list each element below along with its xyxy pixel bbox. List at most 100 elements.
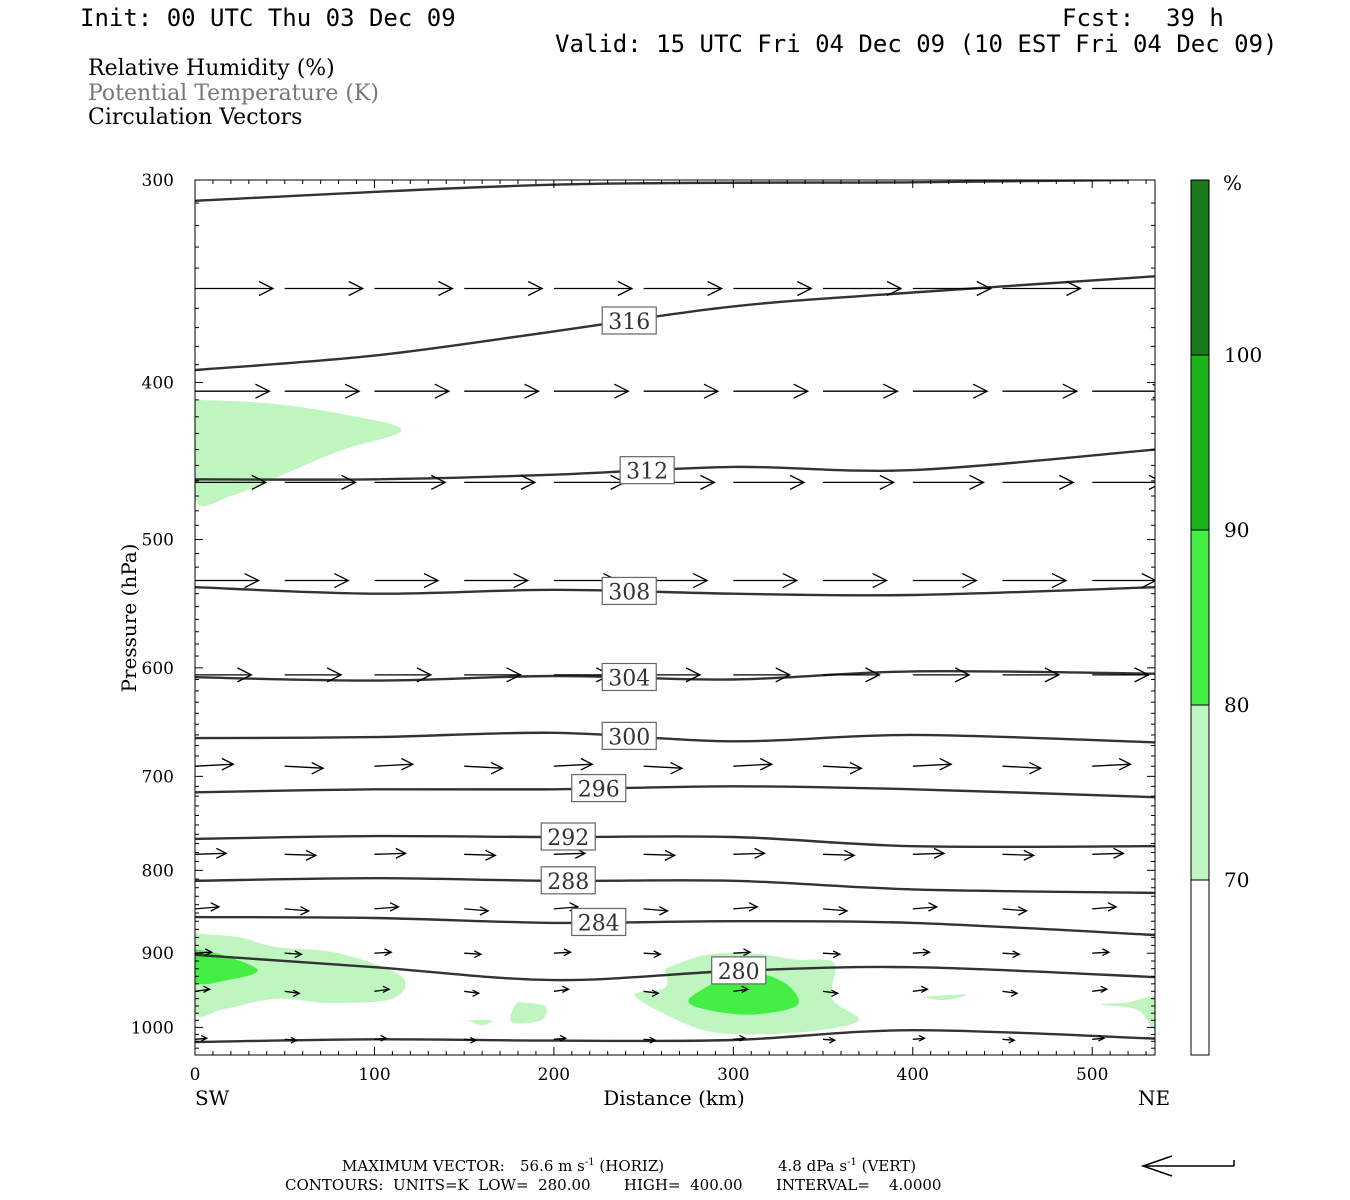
wind-vector xyxy=(912,667,971,683)
wind-vector xyxy=(823,667,881,683)
wind-vector xyxy=(912,572,978,589)
y-tick-label: 1000 xyxy=(131,1018,174,1038)
wind-vector xyxy=(733,572,799,589)
wind-vector xyxy=(912,902,939,912)
wind-vector xyxy=(464,989,481,997)
contour-label-text: 308 xyxy=(608,580,650,605)
ne-label: NE xyxy=(1138,1086,1170,1110)
wind-vector xyxy=(374,847,408,859)
x-tick-label: 400 xyxy=(897,1065,929,1085)
contour-label-text: 304 xyxy=(608,666,650,691)
wind-vector xyxy=(553,948,573,957)
colorbar-unit: % xyxy=(1223,171,1242,195)
colorbar-segment xyxy=(1190,354,1210,531)
wind-vector xyxy=(1092,948,1111,957)
wind-vector xyxy=(733,474,806,490)
wind-vector xyxy=(822,849,856,861)
wind-vector xyxy=(374,757,415,771)
wind-vector xyxy=(284,572,350,589)
contour-label-288: 288 xyxy=(540,866,596,895)
wind-vector xyxy=(464,280,544,297)
wind-vector xyxy=(1002,474,1075,490)
y-tick-label: 800 xyxy=(142,861,174,881)
y-tick-label: 500 xyxy=(142,531,174,551)
wind-vector xyxy=(822,906,849,916)
wind-vector xyxy=(733,847,766,859)
x-tick-label: 0 xyxy=(190,1065,201,1085)
y-tick-label: 900 xyxy=(142,944,174,964)
wind-vector xyxy=(1092,1034,1106,1042)
wind-vector xyxy=(643,849,677,861)
wind-vector xyxy=(643,383,720,399)
forecast-hours: 39 h xyxy=(1166,4,1224,32)
wind-vector xyxy=(1002,849,1036,861)
wind-vector xyxy=(733,280,813,297)
wind-vector xyxy=(643,950,662,959)
contour-label-text: 300 xyxy=(608,725,650,750)
theta-contour-276 xyxy=(195,1028,1155,1044)
wind-vector xyxy=(912,280,993,297)
wind-vector xyxy=(284,950,303,959)
wind-vector xyxy=(1002,572,1068,589)
wind-vector xyxy=(284,906,311,916)
wind-vector xyxy=(733,383,810,399)
wind-vector xyxy=(823,280,903,297)
y-tick-label: 600 xyxy=(142,659,174,679)
wind-vector xyxy=(464,383,541,399)
wind-vector xyxy=(553,757,594,771)
contour-label-316: 316 xyxy=(601,306,657,335)
y-tick-label: 400 xyxy=(142,373,174,393)
wind-vector xyxy=(733,667,792,683)
wind-vector xyxy=(912,1034,926,1042)
contour-label-292: 292 xyxy=(540,822,596,851)
x-tick-label: 200 xyxy=(538,1065,570,1085)
theta-contour-284 xyxy=(195,915,1155,937)
contour-labels: 316 312 308 304 300 296 292 288 284 280 xyxy=(540,306,767,985)
theta-contour-288 xyxy=(195,876,1155,895)
wind-vector xyxy=(464,474,537,490)
wind-vector xyxy=(464,572,530,589)
wind-vector xyxy=(912,847,946,859)
contour-label-308: 308 xyxy=(601,576,657,605)
theta-contour-300 xyxy=(195,731,1155,744)
wind-vector xyxy=(284,989,301,997)
circulation-vectors xyxy=(195,280,1155,1044)
wind-vector xyxy=(553,985,570,993)
wind-vector xyxy=(822,989,840,997)
wind-vector xyxy=(1092,902,1118,912)
plot-frame xyxy=(194,179,1156,1056)
y-tick-label: 700 xyxy=(142,767,174,787)
wind-vector xyxy=(1092,985,1109,993)
potential-temperature-contours xyxy=(195,180,1155,1044)
wind-vector xyxy=(912,948,932,957)
wind-vector xyxy=(284,667,343,683)
theta-contour-320 xyxy=(195,180,1129,202)
theta-contour-312 xyxy=(195,448,1155,481)
reference-vector xyxy=(1140,1155,1235,1177)
wind-vector xyxy=(1002,1036,1016,1044)
wind-vector xyxy=(195,757,235,771)
rh-region xyxy=(195,949,258,985)
colorbar-level-label: 100 xyxy=(1224,343,1262,367)
wind-vector xyxy=(912,383,989,399)
contour-label-text: 292 xyxy=(547,826,589,851)
init-time: Init: 00 UTC Thu 03 Dec 09 xyxy=(80,4,456,32)
forecast-label: Fcst: xyxy=(1062,4,1135,32)
wind-vector xyxy=(195,902,221,912)
wind-vector xyxy=(284,474,357,490)
rh-region xyxy=(195,399,402,507)
colorbar-level-label: 70 xyxy=(1224,868,1249,892)
wind-vector xyxy=(374,383,451,399)
wind-vector xyxy=(284,383,361,399)
contour-label-text: 280 xyxy=(718,960,760,985)
wind-vector xyxy=(374,280,454,297)
legend-rh: Relative Humidity (%) xyxy=(88,56,335,81)
wind-vector xyxy=(912,757,953,771)
wind-vector xyxy=(643,1036,657,1044)
wind-vector xyxy=(1002,761,1043,775)
theta-contour-316 xyxy=(195,275,1155,372)
wind-vector xyxy=(1002,383,1079,399)
max-vector-label: MAXIMUM VECTOR: xyxy=(342,1157,505,1175)
wind-vector xyxy=(195,1034,209,1042)
